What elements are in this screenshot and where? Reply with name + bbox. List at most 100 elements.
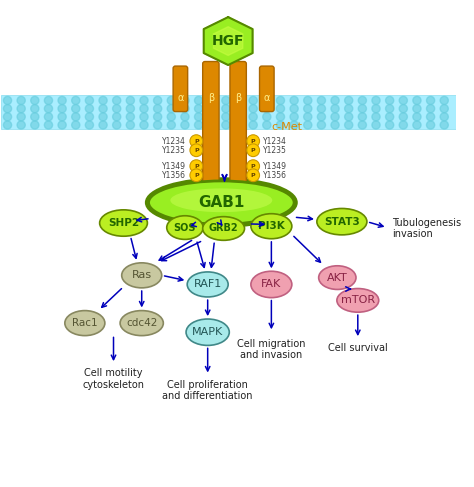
- Circle shape: [222, 96, 230, 105]
- FancyBboxPatch shape: [0, 94, 456, 129]
- Circle shape: [208, 112, 216, 121]
- Text: and differentiation: and differentiation: [163, 391, 253, 401]
- Text: mTOR: mTOR: [341, 295, 375, 305]
- Circle shape: [236, 112, 244, 121]
- Ellipse shape: [337, 288, 379, 312]
- Text: P: P: [194, 173, 199, 178]
- Circle shape: [440, 96, 448, 105]
- Circle shape: [190, 160, 203, 172]
- Circle shape: [154, 105, 162, 112]
- Text: cdc42: cdc42: [126, 318, 157, 328]
- Circle shape: [31, 121, 39, 129]
- Circle shape: [276, 121, 284, 129]
- Text: P: P: [251, 164, 255, 169]
- Text: invasion: invasion: [392, 229, 433, 240]
- Circle shape: [45, 112, 53, 121]
- Circle shape: [413, 112, 421, 121]
- Circle shape: [399, 121, 407, 129]
- Circle shape: [247, 144, 260, 157]
- Circle shape: [413, 121, 421, 129]
- Circle shape: [358, 121, 366, 129]
- Ellipse shape: [100, 210, 147, 236]
- Circle shape: [181, 121, 189, 129]
- Circle shape: [249, 105, 257, 112]
- Circle shape: [385, 105, 394, 112]
- Ellipse shape: [167, 216, 203, 240]
- Circle shape: [3, 112, 11, 121]
- Text: P: P: [194, 148, 199, 153]
- Circle shape: [99, 121, 107, 129]
- Circle shape: [358, 105, 366, 112]
- Text: α: α: [264, 93, 270, 103]
- Circle shape: [17, 112, 25, 121]
- Circle shape: [31, 96, 39, 105]
- Circle shape: [140, 96, 148, 105]
- Circle shape: [58, 96, 66, 105]
- Circle shape: [263, 112, 271, 121]
- Circle shape: [167, 96, 175, 105]
- Text: Rac1: Rac1: [72, 318, 98, 328]
- Circle shape: [181, 112, 189, 121]
- Circle shape: [331, 121, 339, 129]
- Ellipse shape: [186, 319, 229, 345]
- Circle shape: [85, 121, 93, 129]
- Circle shape: [181, 105, 189, 112]
- Circle shape: [304, 105, 312, 112]
- Text: P: P: [251, 139, 255, 144]
- Circle shape: [276, 96, 284, 105]
- Text: c-Met: c-Met: [272, 123, 303, 132]
- Circle shape: [126, 105, 135, 112]
- Circle shape: [3, 105, 11, 112]
- Text: Y1234: Y1234: [163, 137, 186, 146]
- Polygon shape: [213, 27, 243, 56]
- Circle shape: [72, 121, 80, 129]
- Text: Tubulogenesis: Tubulogenesis: [392, 218, 461, 228]
- Circle shape: [208, 105, 216, 112]
- Text: SOS: SOS: [173, 223, 196, 233]
- Circle shape: [236, 121, 244, 129]
- Circle shape: [154, 96, 162, 105]
- Ellipse shape: [319, 266, 356, 289]
- Circle shape: [99, 105, 107, 112]
- Text: SHP2: SHP2: [108, 218, 139, 228]
- Circle shape: [247, 160, 260, 172]
- Circle shape: [140, 121, 148, 129]
- Text: Cell proliferation: Cell proliferation: [167, 379, 248, 390]
- Circle shape: [249, 112, 257, 121]
- FancyBboxPatch shape: [260, 66, 274, 112]
- Circle shape: [427, 105, 435, 112]
- Text: Y1349: Y1349: [162, 162, 186, 170]
- Circle shape: [249, 121, 257, 129]
- FancyBboxPatch shape: [173, 66, 188, 112]
- Circle shape: [331, 112, 339, 121]
- Circle shape: [181, 96, 189, 105]
- Circle shape: [17, 105, 25, 112]
- Circle shape: [222, 105, 230, 112]
- Circle shape: [385, 112, 394, 121]
- Circle shape: [45, 121, 53, 129]
- Circle shape: [358, 96, 366, 105]
- FancyBboxPatch shape: [230, 61, 246, 212]
- Text: β: β: [208, 93, 214, 103]
- Circle shape: [3, 121, 11, 129]
- Circle shape: [113, 105, 121, 112]
- Circle shape: [72, 112, 80, 121]
- Circle shape: [140, 112, 148, 121]
- Circle shape: [99, 96, 107, 105]
- Text: GAB1: GAB1: [198, 195, 245, 210]
- Circle shape: [17, 96, 25, 105]
- Circle shape: [194, 121, 203, 129]
- Circle shape: [45, 105, 53, 112]
- Text: GRB2: GRB2: [209, 224, 238, 233]
- Circle shape: [113, 112, 121, 121]
- Ellipse shape: [148, 181, 294, 224]
- Circle shape: [85, 112, 93, 121]
- Circle shape: [167, 105, 175, 112]
- Circle shape: [304, 121, 312, 129]
- Circle shape: [358, 112, 366, 121]
- Circle shape: [58, 112, 66, 121]
- Text: PI3K: PI3K: [258, 221, 285, 231]
- Circle shape: [385, 96, 394, 105]
- Circle shape: [154, 112, 162, 121]
- Circle shape: [126, 96, 135, 105]
